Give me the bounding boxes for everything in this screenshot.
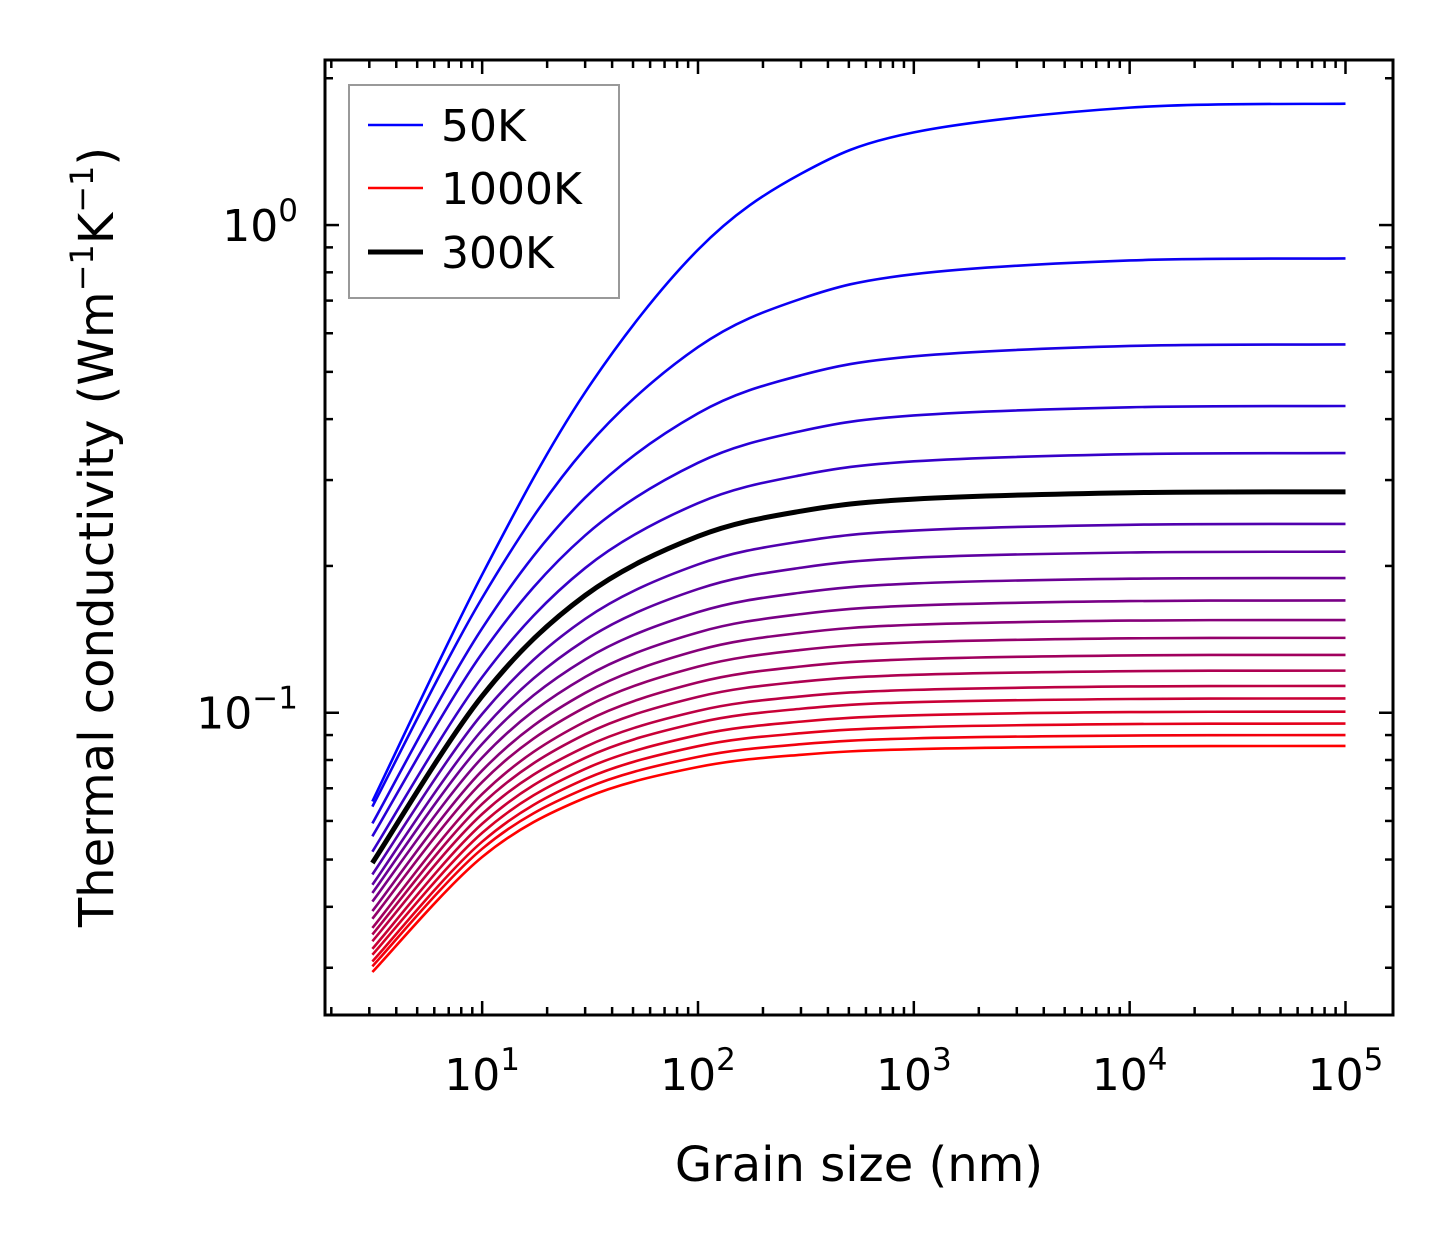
- y-tick-labels: 100 10−1: [196, 193, 298, 740]
- legend-label-300k: 300K: [441, 228, 555, 279]
- series-line-700k: [371, 669, 1346, 936]
- series-line-550k: [371, 618, 1346, 912]
- x-tick-label: 104: [1092, 1042, 1168, 1101]
- series-line-100k: [371, 257, 1346, 808]
- plot-frame: [323, 58, 1395, 1017]
- x-axis-label: Grain size (nm): [675, 1137, 1043, 1193]
- legend-box: [348, 84, 620, 299]
- x-tick-label: 103: [876, 1042, 952, 1101]
- legend-label-1000k: 1000K: [441, 164, 583, 215]
- series-curves: [370, 102, 1346, 973]
- series-line-150k: [371, 343, 1346, 825]
- series-line-800k: [371, 697, 1346, 950]
- series-line-200k: [371, 404, 1346, 837]
- series-line-500k: [371, 599, 1346, 903]
- series-line-650k: [371, 653, 1346, 929]
- series-line-600k: [371, 636, 1346, 920]
- series-line-900k: [371, 722, 1346, 963]
- legend: 50K 1000K 300K: [348, 84, 620, 299]
- series-line-300k: [370, 489, 1346, 865]
- series-line-850k: [371, 710, 1346, 956]
- series-line-750k: [371, 684, 1346, 943]
- series-line-250k: [371, 451, 1346, 853]
- series-line-350k: [371, 522, 1346, 876]
- y-tick-label: 100: [222, 193, 298, 252]
- x-tick-label: 102: [660, 1042, 736, 1101]
- series-line-950k: [371, 733, 1346, 968]
- series-line-450k: [371, 576, 1346, 894]
- x-tick-label: 105: [1308, 1042, 1384, 1101]
- series-line-400k: [371, 550, 1346, 886]
- x-tick-label: 101: [444, 1042, 520, 1101]
- y-axis-label: Thermal conductivity (Wm−1K−1): [63, 147, 125, 928]
- x-tick-labels: 101 102 103 104 105: [444, 1042, 1383, 1101]
- series-line-50k: [371, 102, 1346, 802]
- y-tick-label: 10−1: [196, 681, 298, 740]
- legend-label-50k: 50K: [441, 101, 527, 152]
- series-line-1000k: [371, 744, 1346, 973]
